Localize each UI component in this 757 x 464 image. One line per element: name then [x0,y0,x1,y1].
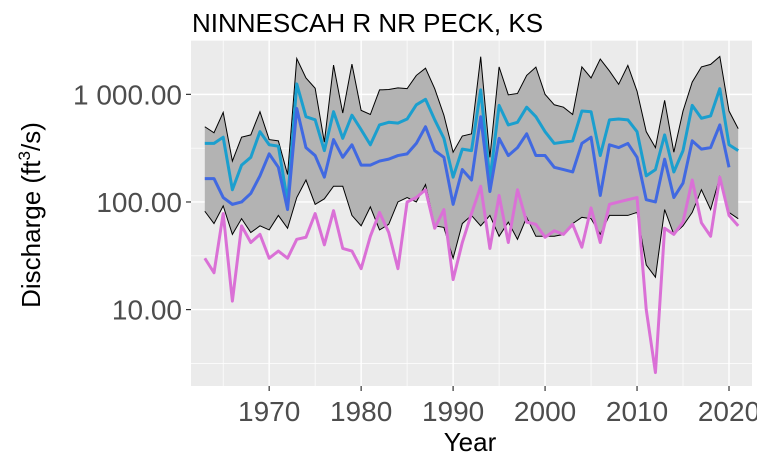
x-tick-label: 1980 [330,396,392,427]
x-axis-title: Year [444,427,497,457]
data-series [203,82,740,375]
chart-title: NINNESCAH R NR PECK, KS [192,8,543,38]
band-upper-line [204,55,739,175]
y-tick-label: 1 000.00 [73,79,182,110]
series-line-1 [204,82,740,204]
x-axis: 1970 1980 1990 2000 2010 2020 [238,386,757,427]
y-tick-label: 10.00 [112,295,182,326]
series-line-3 [203,175,740,375]
y-axis-title-suffix: /s) [16,122,46,151]
series-line-2 [204,106,731,212]
x-tick-label: 2020 [698,396,757,427]
x-tick-label: 1970 [238,396,300,427]
y-axis: 10.00 100.00 1 000.00 [73,79,191,326]
y-axis-title-prefix: Discharge (ft [16,160,46,308]
y-axis-title-superscript: 3 [15,151,34,160]
y-axis-title: Discharge (ft3/s) [15,122,46,308]
x-tick-label: 2000 [514,396,576,427]
x-tick-label: 1990 [422,396,484,427]
y-tick-label: 100.00 [96,187,182,218]
x-tick-label: 2010 [606,396,668,427]
